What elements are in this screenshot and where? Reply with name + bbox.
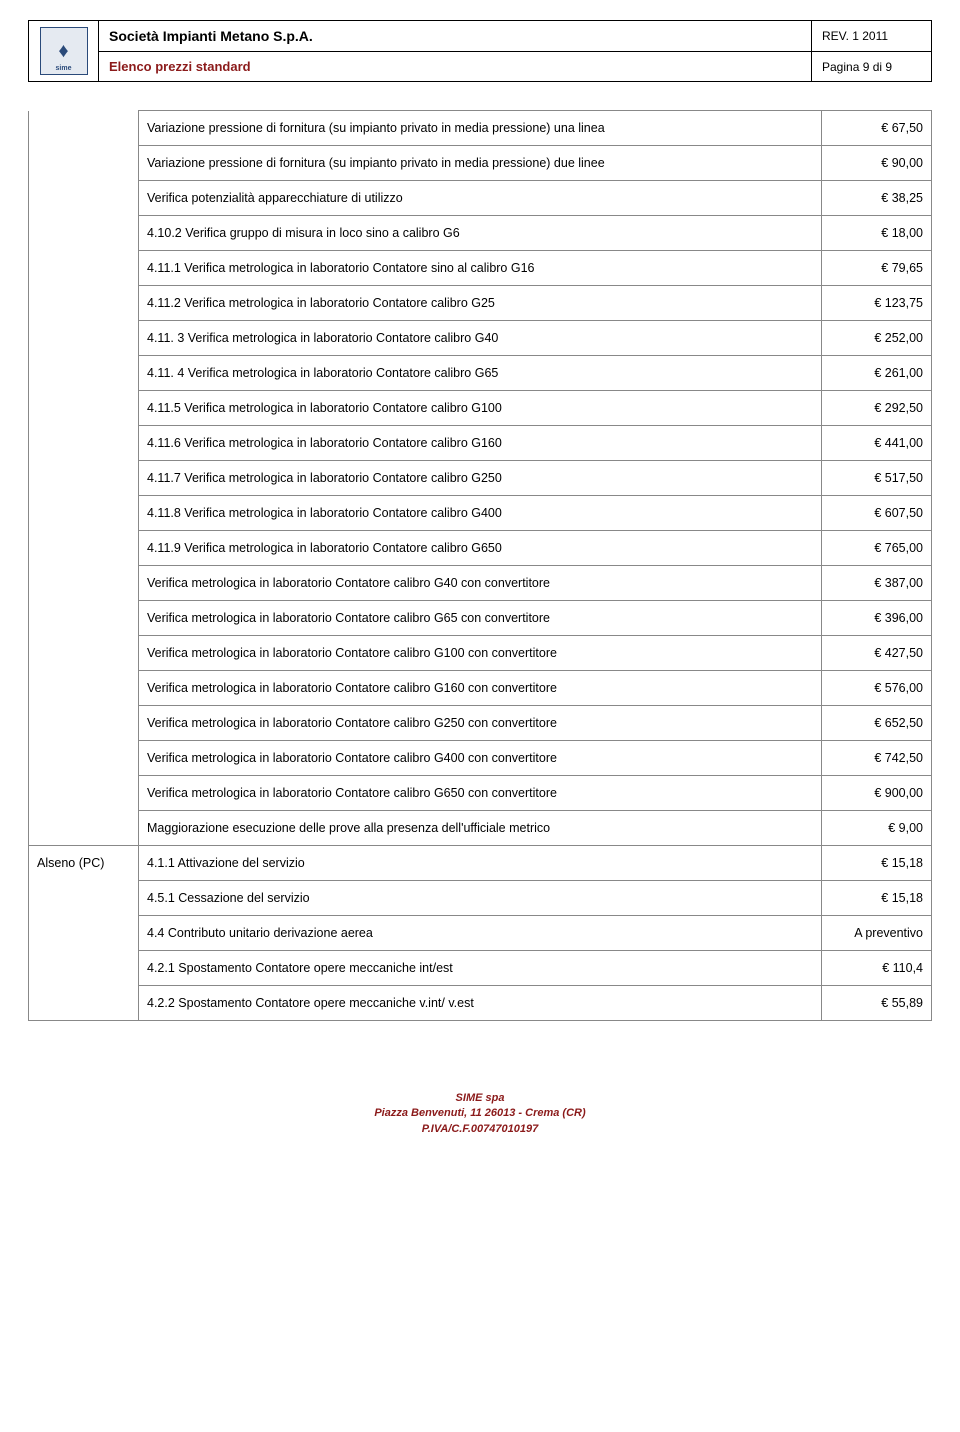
item-description: 4.11. 3 Verifica metrologica in laborato… [139,321,822,356]
logo-cell: ♦ sime [29,21,99,82]
item-description: 4.11.7 Verifica metrologica in laborator… [139,461,822,496]
document-subtitle: Elenco prezzi standard [99,52,812,82]
item-price: € 15,18 [822,846,932,881]
item-price: € 387,00 [822,566,932,601]
item-description: 4.4 Contributo unitario derivazione aere… [139,916,822,951]
item-description: 4.11. 4 Verifica metrologica in laborato… [139,356,822,391]
page-number: Pagina 9 di 9 [812,52,932,82]
item-price: € 15,18 [822,881,932,916]
item-price: € 576,00 [822,671,932,706]
table-row: 4.11.1 Verifica metrologica in laborator… [29,251,932,286]
revision: REV. 1 2011 [812,21,932,52]
item-description: Verifica metrologica in laboratorio Cont… [139,741,822,776]
document-header: ♦ sime Società Impianti Metano S.p.A. RE… [28,20,932,82]
item-price: € 441,00 [822,426,932,461]
item-price: € 90,00 [822,146,932,181]
item-description: Verifica metrologica in laboratorio Cont… [139,566,822,601]
flame-icon: ♦ [58,40,68,63]
item-price: € 123,75 [822,286,932,321]
item-description: Verifica metrologica in laboratorio Cont… [139,636,822,671]
item-description: 4.2.1 Spostamento Contatore opere meccan… [139,951,822,986]
item-price: € 652,50 [822,706,932,741]
item-price: € 765,00 [822,531,932,566]
table-row: 4.11.9 Verifica metrologica in laborator… [29,531,932,566]
table-row: Verifica metrologica in laboratorio Cont… [29,636,932,671]
logo-text: sime [41,65,87,72]
item-description: 4.2.2 Spostamento Contatore opere meccan… [139,986,822,1021]
item-description: 4.11.8 Verifica metrologica in laborator… [139,496,822,531]
item-description: 4.11.6 Verifica metrologica in laborator… [139,426,822,461]
table-row: 4.2.1 Spostamento Contatore opere meccan… [29,951,932,986]
table-row: 4.10.2 Verifica gruppo di misura in loco… [29,216,932,251]
company-name: Società Impianti Metano S.p.A. [99,21,812,52]
item-price: € 55,89 [822,986,932,1021]
item-description: 4.11.9 Verifica metrologica in laborator… [139,531,822,566]
price-table: Variazione pressione di fornitura (su im… [28,110,932,1021]
table-row: 4.11.6 Verifica metrologica in laborator… [29,426,932,461]
footer-company: SIME spa [28,1091,932,1106]
item-description: Maggiorazione esecuzione delle prove all… [139,811,822,846]
table-row: 4.5.1 Cessazione del servizio€ 15,18 [29,881,932,916]
table-row: Verifica metrologica in laboratorio Cont… [29,671,932,706]
item-price: € 396,00 [822,601,932,636]
item-price: € 607,50 [822,496,932,531]
item-description: Verifica metrologica in laboratorio Cont… [139,776,822,811]
table-row: Verifica metrologica in laboratorio Cont… [29,601,932,636]
table-row: 4.4 Contributo unitario derivazione aere… [29,916,932,951]
location-label: Alseno (PC) [29,846,139,1021]
table-row: 4.11.7 Verifica metrologica in laborator… [29,461,932,496]
table-row: Verifica metrologica in laboratorio Cont… [29,776,932,811]
left-spacer [29,111,139,846]
item-description: 4.11.2 Verifica metrologica in laborator… [139,286,822,321]
table-row: Verifica metrologica in laboratorio Cont… [29,566,932,601]
item-description: Verifica potenzialità apparecchiature di… [139,181,822,216]
item-price: € 67,50 [822,111,932,146]
item-description: Verifica metrologica in laboratorio Cont… [139,601,822,636]
company-logo: ♦ sime [40,27,88,75]
footer-address: Piazza Benvenuti, 11 26013 - Crema (CR) [28,1106,932,1121]
table-row: 4.11. 4 Verifica metrologica in laborato… [29,356,932,391]
item-description: 4.1.1 Attivazione del servizio [139,846,822,881]
item-price: € 79,65 [822,251,932,286]
table-row: Maggiorazione esecuzione delle prove all… [29,811,932,846]
item-description: Variazione pressione di fornitura (su im… [139,111,822,146]
table-row: Variazione pressione di fornitura (su im… [29,111,932,146]
table-row: Verifica metrologica in laboratorio Cont… [29,706,932,741]
item-description: Variazione pressione di fornitura (su im… [139,146,822,181]
item-description: Verifica metrologica in laboratorio Cont… [139,671,822,706]
item-description: Verifica metrologica in laboratorio Cont… [139,706,822,741]
item-description: 4.11.1 Verifica metrologica in laborator… [139,251,822,286]
table-row: Verifica metrologica in laboratorio Cont… [29,741,932,776]
item-price: € 517,50 [822,461,932,496]
item-price: € 292,50 [822,391,932,426]
item-description: 4.5.1 Cessazione del servizio [139,881,822,916]
item-price: € 252,00 [822,321,932,356]
table-row: 4.11. 3 Verifica metrologica in laborato… [29,321,932,356]
item-price: € 742,50 [822,741,932,776]
item-price: € 427,50 [822,636,932,671]
footer-vat: P.IVA/C.F.00747010197 [28,1122,932,1137]
item-description: 4.10.2 Verifica gruppo di misura in loco… [139,216,822,251]
item-price: € 900,00 [822,776,932,811]
item-price: € 38,25 [822,181,932,216]
item-price: A preventivo [822,916,932,951]
item-description: 4.11.5 Verifica metrologica in laborator… [139,391,822,426]
table-row: Verifica potenzialità apparecchiature di… [29,181,932,216]
table-row: 4.11.5 Verifica metrologica in laborator… [29,391,932,426]
table-row: 4.11.2 Verifica metrologica in laborator… [29,286,932,321]
table-row: 4.11.8 Verifica metrologica in laborator… [29,496,932,531]
table-row: Variazione pressione di fornitura (su im… [29,146,932,181]
table-row: 4.2.2 Spostamento Contatore opere meccan… [29,986,932,1021]
item-price: € 110,4 [822,951,932,986]
item-price: € 9,00 [822,811,932,846]
item-price: € 18,00 [822,216,932,251]
item-price: € 261,00 [822,356,932,391]
footer: SIME spa Piazza Benvenuti, 11 26013 - Cr… [28,1091,932,1137]
table-row: Alseno (PC)4.1.1 Attivazione del servizi… [29,846,932,881]
